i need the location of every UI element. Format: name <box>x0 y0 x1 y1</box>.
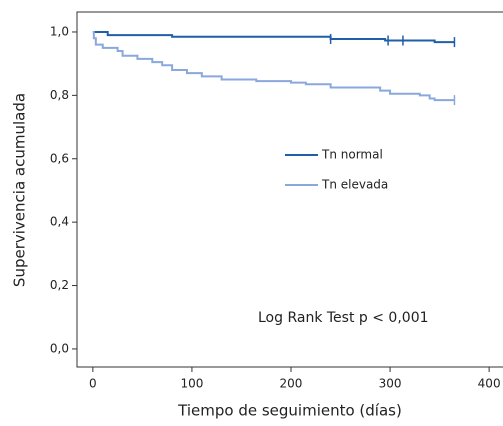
survival-curve <box>92 30 455 44</box>
survival-curve <box>92 30 455 102</box>
y-tick-label: 0,4 <box>50 215 69 229</box>
x-tick-label: 300 <box>379 377 402 391</box>
legend-label: Tn normal <box>321 148 383 162</box>
y-axis-title: Supervivencia acumulada <box>11 93 29 287</box>
x-tick-label: 100 <box>180 377 203 391</box>
y-tick-label: 0,6 <box>50 151 69 165</box>
y-tick-label: 0,0 <box>50 341 69 355</box>
legend-label: Tn elevada <box>321 178 388 192</box>
x-tick-label: 400 <box>478 377 501 391</box>
x-axis-title: Tiempo de seguimiento (días) <box>177 402 402 420</box>
x-tick-label: 0 <box>89 377 97 391</box>
y-tick-label: 0,8 <box>50 88 69 102</box>
y-tick-label: 1,0 <box>50 24 69 38</box>
x-tick-label: 200 <box>280 377 303 391</box>
y-tick-label: 0,2 <box>50 278 69 292</box>
annotation: Log Rank Test p < 0,001 <box>258 310 429 326</box>
